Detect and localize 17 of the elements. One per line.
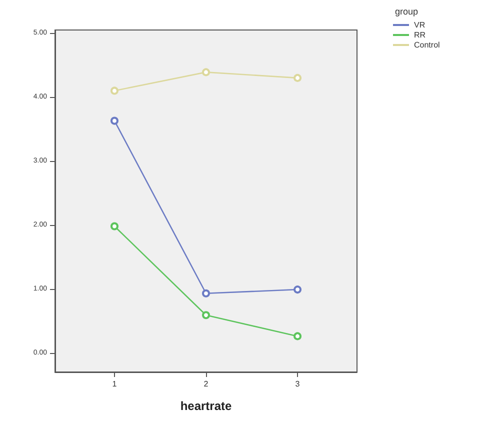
x-tick-label: 1 — [112, 380, 118, 388]
legend-label: Control — [414, 40, 440, 50]
x-axis-title: heartrate — [180, 399, 232, 413]
point — [110, 116, 118, 125]
point — [294, 286, 302, 294]
point — [202, 311, 210, 320]
point — [294, 332, 302, 340]
point — [110, 222, 118, 230]
x-tick-label: 2 — [204, 380, 209, 388]
point — [202, 68, 210, 76]
legend-label: RR — [414, 30, 426, 40]
legend-label: VR — [414, 20, 426, 30]
point — [294, 74, 302, 82]
x-tick-label: 3 — [295, 380, 300, 388]
point — [110, 86, 118, 95]
point — [202, 289, 210, 298]
legend-title: group — [395, 6, 418, 16]
